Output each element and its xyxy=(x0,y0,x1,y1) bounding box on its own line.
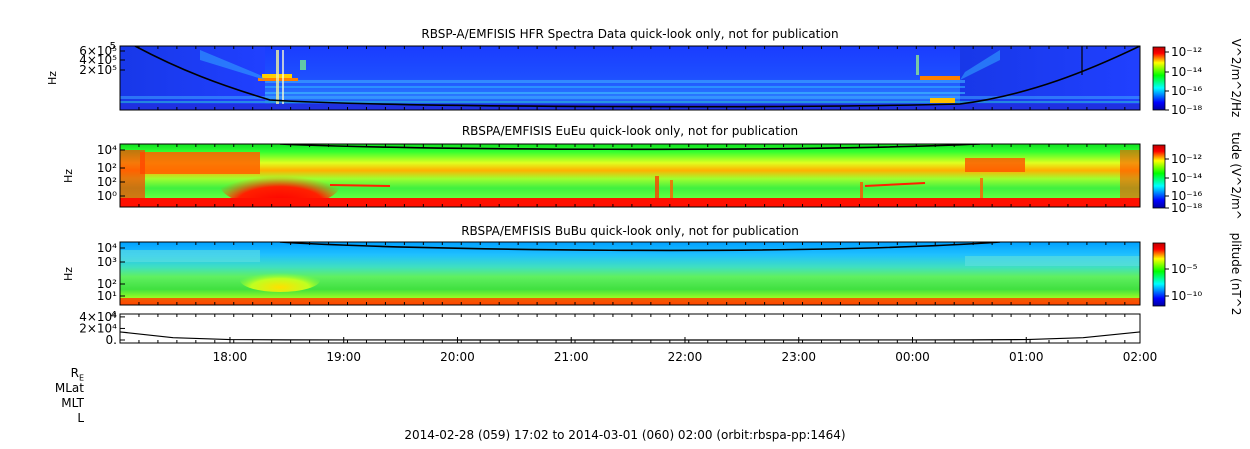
eueu-colorbar xyxy=(1152,144,1166,209)
bubu-colorbar xyxy=(1152,242,1166,307)
hfr-ylabel: Hz xyxy=(46,71,59,85)
hfr-colorbar xyxy=(1152,46,1166,111)
ytick-label: 10² xyxy=(97,175,117,189)
xtick-label: 21:00 xyxy=(554,350,589,364)
xtick-label: 22:00 xyxy=(668,350,703,364)
colorbar-tick-label: 10⁻¹⁴ xyxy=(1171,65,1202,79)
colorbar-tick-label: 10⁻⁵ xyxy=(1171,262,1198,276)
ytick-label: 2×10⁴ xyxy=(79,321,117,335)
footer-time-range: 2014-02-28 (059) 17:02 to 2014-03-01 (06… xyxy=(404,428,846,442)
ephem-label-r: RE xyxy=(70,366,84,383)
ytick-label: 4×10⁴ xyxy=(79,310,117,324)
ytick-label: 10⁴ xyxy=(97,143,117,157)
xtick-label: 02:00 xyxy=(1123,350,1158,364)
colorbar-tick-label: 10⁻¹² xyxy=(1171,152,1202,166)
ephem-label-mlt: MLT xyxy=(61,396,84,410)
xtick-label: 23:00 xyxy=(781,350,816,364)
hfr-colorbar-label: V^2/m^2/Hz xyxy=(1229,39,1243,118)
colorbar-tick-label: 10⁻¹² xyxy=(1171,45,1202,59)
colorbar-tick-label: 10⁻¹⁴ xyxy=(1171,171,1202,185)
ytick-label-top: 4 xyxy=(111,310,117,321)
colorbar-tick-label: 10⁻¹⁸ xyxy=(1171,201,1202,215)
hfr-spectrogram xyxy=(120,46,1140,110)
ytick-label: 10² xyxy=(97,161,117,175)
xtick-label: 18:00 xyxy=(213,350,248,364)
eueu-ylabel: Hz xyxy=(62,169,75,183)
colorbar-tick-label: 10⁻¹⁰ xyxy=(1171,289,1202,303)
xtick-label: 00:00 xyxy=(895,350,930,364)
xtick-label: 01:00 xyxy=(1009,350,1044,364)
hfr-ytop-label: 5 xyxy=(110,41,116,52)
colorbar-tick-label: 10⁻¹⁶ xyxy=(1171,84,1202,98)
ytick-label: 10³ xyxy=(97,255,117,269)
bubu-title: RBSPA/EMFISIS BuBu quick-look only, not … xyxy=(461,224,799,238)
xtick-label: 20:00 xyxy=(440,350,475,364)
eueu-panel: RBSPA/EMFISIS EuEu quick-look only, not … xyxy=(62,124,1243,220)
ephem-label-r-sub: E xyxy=(78,373,84,383)
ytick-label: 6×10⁵ xyxy=(79,44,117,58)
eueu-spectrogram xyxy=(120,144,1140,207)
bubu-panel: RBSPA/EMFISIS BuBu quick-look only, not … xyxy=(62,224,1243,315)
ytick-label: 2×10⁵ xyxy=(79,63,117,77)
hfr-title: RBSP-A/EMFISIS HFR Spectra Data quick-lo… xyxy=(421,27,838,41)
eueu-colorbar-label: tude (V^2/m^ xyxy=(1229,132,1243,220)
ytick-label: 10² xyxy=(97,277,117,291)
bubu-ylabel: Hz xyxy=(62,267,75,281)
bubu-colorbar-label: plitude (nT^2 xyxy=(1229,233,1243,316)
hfr-panel: RBSP-A/EMFISIS HFR Spectra Data quick-lo… xyxy=(46,27,1243,117)
line-series xyxy=(120,331,1140,341)
ytick-label: 10¹ xyxy=(97,289,117,303)
colorbar-tick-label: 10⁻¹⁶ xyxy=(1171,189,1202,203)
ytick-label: 10⁰ xyxy=(97,189,117,203)
ytick-label: 4×10⁵ xyxy=(79,53,117,67)
ephem-label-mlat: MLat xyxy=(54,381,84,395)
bubu-spectrogram xyxy=(120,242,1140,305)
colorbar-tick-label: 10⁻¹⁸ xyxy=(1171,103,1202,117)
xtick-label: 19:00 xyxy=(326,350,361,364)
ytick-label: 10⁴ xyxy=(97,241,117,255)
eueu-title: RBSPA/EMFISIS EuEu quick-look only, not … xyxy=(462,124,798,138)
ytick-label: 0. xyxy=(106,333,117,347)
ephem-label-l: L xyxy=(77,411,84,425)
